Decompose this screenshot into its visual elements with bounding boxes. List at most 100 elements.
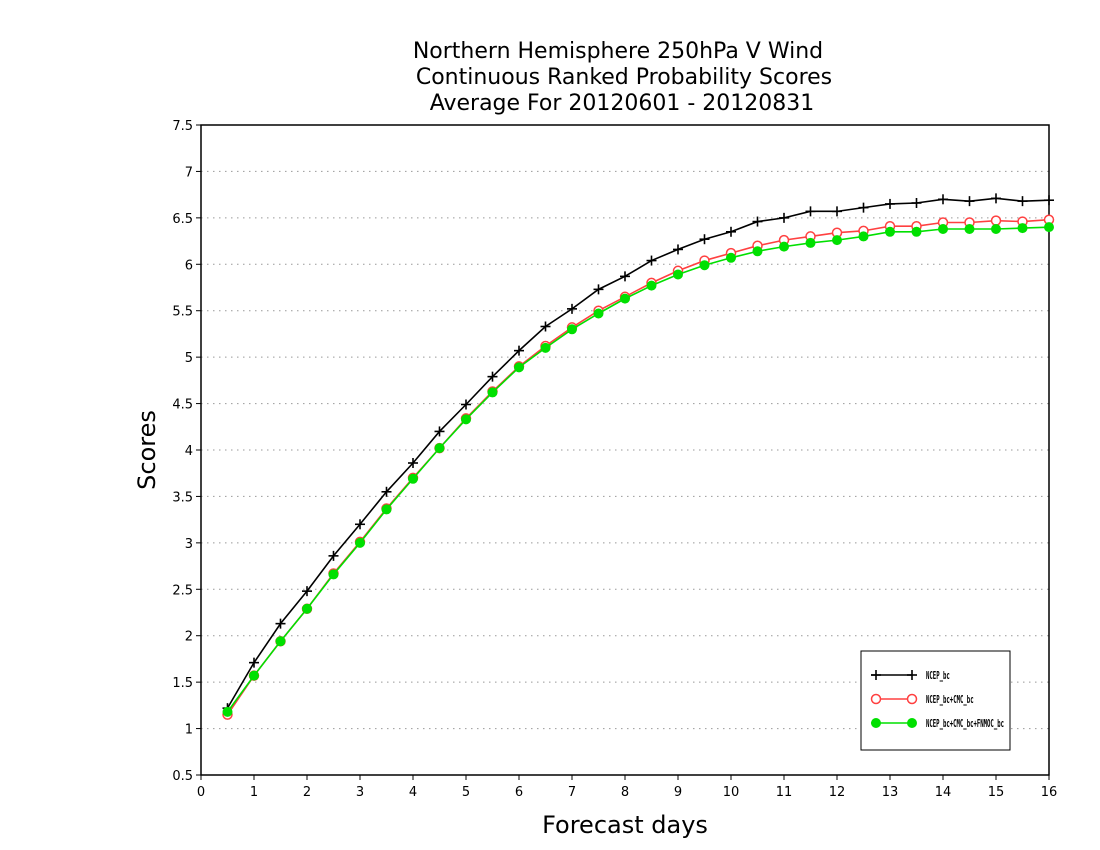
y-tick-label: 4.5 [172, 398, 193, 413]
series-1-point [408, 458, 418, 468]
series-3-point [646, 280, 657, 291]
series-1-point [302, 586, 312, 597]
y-tick-label: 1.5 [172, 676, 193, 691]
legend-marker-3 [871, 718, 881, 728]
x-tick-label: 15 [988, 785, 1005, 800]
series-3-point [275, 636, 286, 647]
series-3-point [885, 226, 895, 237]
series-2-point [990, 215, 1002, 226]
axis-ticks: 0.511.522.533.544.555.566.577.50 1 2 3 4 5 6 7 8… [172, 119, 1057, 800]
y-tick-label: 3 [185, 537, 193, 552]
y-tick-label: 7 [185, 165, 193, 180]
chart-title-line-2: Continuous Ranked Probability Scores [416, 65, 832, 90]
x-tick-label: 8 [621, 785, 629, 800]
series-3-point [1017, 223, 1028, 234]
x-tick-label: 5 [462, 785, 470, 800]
series-1-point [514, 345, 524, 356]
series-3-point [964, 224, 975, 234]
series-1-point [832, 206, 842, 217]
series-1-point [991, 193, 1001, 204]
series-1 [222, 193, 1054, 714]
series-3-point [726, 252, 736, 263]
legend-box [860, 650, 1011, 751]
gridlines [201, 170, 1049, 730]
series-3-point [938, 224, 948, 234]
legend-marker-1 [907, 670, 917, 680]
series-1-point [964, 196, 975, 207]
series-3-point [249, 670, 259, 681]
series-1-point [699, 234, 710, 245]
series-1-point [487, 371, 498, 382]
series-3-point [461, 414, 471, 425]
series-1-point [567, 303, 577, 314]
y-axis-label: Scores [133, 410, 161, 490]
chart-title-line-3: Average For 20120601 - 20120831 [430, 91, 815, 116]
series-2 [222, 214, 1055, 720]
legend-marker-1 [871, 670, 881, 680]
series-3-point [699, 260, 710, 271]
series-1-point [858, 202, 869, 213]
series-1-point [355, 519, 365, 530]
y-tick-label: 2 [185, 630, 193, 645]
x-tick-label: 6 [515, 785, 523, 800]
series-3-point [514, 362, 524, 373]
series-1-point [646, 255, 657, 266]
x-tick-label: 11 [776, 785, 793, 800]
series-1-point [673, 244, 683, 255]
y-tick-label: 1 [185, 723, 193, 738]
series-1-line [226, 197, 1050, 709]
legend-label-1: NCEP_bc [926, 669, 950, 682]
series-1-point [1017, 196, 1028, 207]
legend: NCEP_bc NCEP_bc+CMC_bc NCEP_bc+CMC_bc+FNMO… [860, 650, 1011, 751]
x-tick-label: 16 [1041, 785, 1058, 800]
legend-marker-2 [906, 693, 918, 705]
series-3-point [540, 342, 551, 353]
x-tick-label: 13 [882, 785, 899, 800]
series-3-point [832, 235, 842, 246]
series-3-point [434, 443, 445, 454]
series-1-point [885, 198, 895, 209]
series-3-point [381, 504, 392, 515]
series-3-line [226, 226, 1050, 713]
legend-marker-2 [870, 693, 882, 705]
series-1-point [726, 226, 736, 237]
x-axis-label: Forecast days [542, 811, 708, 839]
x-tick-label: 7 [568, 785, 576, 800]
y-tick-label: 0.5 [172, 769, 193, 784]
series-1-point [540, 321, 551, 332]
series-3-point [805, 237, 816, 248]
series-1-point [620, 271, 630, 282]
chart-title-line-1: Northern Hemisphere 250hPa V Wind [413, 39, 823, 64]
series-1-point [1044, 195, 1054, 206]
series-3-point [328, 569, 339, 580]
series-3-point [1044, 222, 1054, 233]
series-1-point [805, 206, 816, 217]
x-tick-label: 9 [674, 785, 682, 800]
series-1-point [328, 550, 339, 561]
series-3-point [222, 706, 233, 717]
series-1-point [593, 284, 604, 295]
series-lines [222, 193, 1055, 720]
y-tick-label: 7.5 [172, 119, 193, 134]
series-3-point [355, 537, 365, 548]
series-3-point [911, 226, 922, 237]
x-tick-label: 4 [409, 785, 417, 800]
legend-marker-3 [907, 718, 917, 728]
x-tick-label: 2 [303, 785, 311, 800]
series-3-point [593, 308, 604, 319]
series-1-point [911, 198, 922, 208]
y-tick-label: 2.5 [172, 583, 193, 598]
x-tick-label: 1 [250, 785, 258, 800]
series-1-point [381, 486, 392, 497]
y-tick-label: 5 [185, 351, 193, 366]
legend-label-2: NCEP_bc+CMC_bc [926, 693, 974, 706]
x-tick-label: 0 [197, 785, 205, 800]
x-tick-label: 14 [935, 785, 952, 800]
series-1-point [752, 216, 763, 227]
series-1-point [434, 426, 445, 437]
series-3-point [567, 324, 577, 335]
legend-label-3: NCEP_bc+CMC_bc+FNMOC_bc [926, 717, 1004, 730]
y-tick-label: 6 [185, 258, 193, 273]
x-tick-label: 3 [356, 785, 364, 800]
